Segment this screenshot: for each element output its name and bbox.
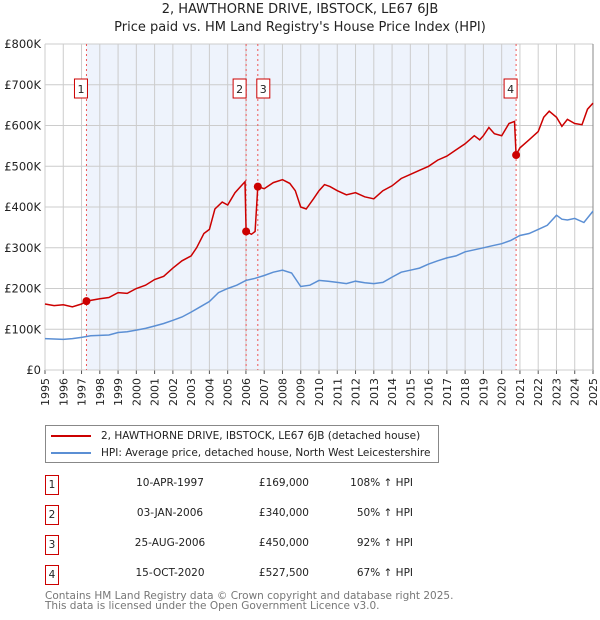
x-tick-label: 2022 [532, 378, 545, 406]
x-tick-label: 2021 [514, 378, 527, 406]
sale-label-box [73, 78, 88, 99]
y-tick-label: £800K [4, 37, 41, 51]
x-tick-label: 2000 [130, 378, 143, 406]
price-chart: 1995 1996 1997 1998 1999 2000 2001 2002 2003 2004… [4, 37, 600, 406]
x-tick-label: 2007 [258, 378, 271, 406]
chart-title: 2, HAWTHORNE DRIVE, IBSTOCK, LE67 6JB [161, 2, 439, 17]
sale-date: 15-OCT-2020 [135, 567, 205, 579]
x-tick-label: 2011 [331, 378, 344, 406]
legend-item-property: 2, HAWTHORNE DRIVE, IBSTOCK, LE67 6JB (d… [51, 428, 420, 444]
sale-hpi-diff: 92% ↑ HPI [356, 537, 413, 549]
x-tick-label: 1999 [112, 378, 125, 406]
sale-marker-box: 1 [45, 475, 59, 495]
sale-label-box [232, 78, 247, 99]
y-tick-label: £500K [4, 159, 41, 173]
x-tick-label: 2024 [569, 378, 582, 406]
x-tick-label: 2018 [459, 378, 472, 406]
x-tick-label: 2003 [185, 378, 198, 406]
x-tick-label: 1995 [39, 378, 52, 406]
y-tick-label: £700K [4, 78, 41, 92]
sale-price: £527,500 [258, 567, 309, 579]
x-tick-label: 2001 [149, 378, 162, 406]
sale-marker-box: 4 [45, 565, 59, 585]
sale-label-box [256, 78, 271, 99]
sale-label: 2 [236, 83, 243, 96]
x-tick-label: 2013 [368, 378, 381, 406]
x-tick-label: 2023 [550, 378, 563, 406]
sale-label-box [503, 78, 518, 99]
sale-marker-box: 3 [45, 535, 59, 555]
y-tick-label: £600K [4, 119, 41, 133]
x-tick-label: 2008 [276, 378, 289, 406]
y-tick-label: £100K [4, 322, 41, 336]
y-tick-label: £200K [4, 282, 41, 296]
x-tick-label: 2019 [477, 378, 490, 406]
x-tick-label: 2002 [167, 378, 180, 406]
x-tick-label: 1996 [57, 378, 70, 406]
y-tick-label: £400K [4, 200, 41, 214]
x-tick-label: 2010 [313, 378, 326, 406]
sale-point [242, 227, 251, 236]
y-tick-label: £300K [4, 241, 41, 255]
sale-hpi-diff: 108% ↑ HPI [350, 477, 413, 489]
sale-marker-box: 2 [45, 505, 59, 525]
sale-point [253, 182, 262, 191]
x-tick-label: 2020 [496, 378, 509, 406]
sale-date: 03-JAN-2006 [136, 507, 204, 519]
sale-price: £450,000 [258, 537, 309, 549]
x-tick-label: 1997 [76, 378, 89, 406]
x-tick-label: 2015 [404, 378, 417, 406]
y-tick-label: £0 [26, 363, 41, 377]
legend-label-hpi: HPI: Average price, detached house, Nort… [101, 447, 431, 459]
x-tick-label: 2006 [240, 378, 253, 406]
sale-hpi-diff: 67% ↑ HPI [356, 567, 413, 579]
x-tick-label: 2004 [203, 378, 216, 406]
table-row: 3 25-AUG-2006 £450,000 92% ↑ HPI [45, 535, 445, 555]
sale-label: 1 [77, 83, 84, 96]
sale-price: £169,000 [258, 477, 309, 489]
sale-label: 3 [260, 83, 267, 96]
footer: Contains HM Land Registry data © Crown c… [45, 590, 454, 612]
footer-copyright: Contains HM Land Registry data © Crown c… [45, 590, 454, 602]
x-tick-label: 1998 [94, 378, 107, 406]
sale-date: 25-AUG-2006 [134, 537, 206, 549]
x-tick-label: 2014 [386, 378, 399, 406]
sale-point [82, 297, 91, 306]
table-row: 4 15-OCT-2020 £527,500 67% ↑ HPI [45, 565, 445, 585]
x-tick-label: 2005 [222, 378, 235, 406]
chart-subtitle: Price paid vs. HM Land Registry's House … [114, 20, 486, 35]
hpi-line [44, 210, 594, 341]
property-price-line [44, 102, 594, 308]
legend-swatch-hpi [51, 452, 91, 454]
footer-licence: This data is licensed under the Open Gov… [45, 600, 380, 612]
legend-swatch-property [51, 435, 91, 437]
legend-label-property: 2, HAWTHORNE DRIVE, IBSTOCK, LE67 6JB (d… [101, 430, 421, 442]
table-row: 1 10-APR-1997 £169,000 108% ↑ HPI [45, 475, 445, 495]
x-tick-label: 2017 [441, 378, 454, 406]
sale-hpi-diff: 50% ↑ HPI [356, 507, 413, 519]
legend-item-hpi: HPI: Average price, detached house, Nort… [51, 445, 430, 461]
x-tick-label: 2016 [423, 378, 436, 406]
sale-label: 4 [507, 83, 514, 96]
sale-price: £340,000 [258, 507, 309, 519]
legend: 2, HAWTHORNE DRIVE, IBSTOCK, LE67 6JB (d… [45, 425, 439, 463]
x-tick-label: 2009 [295, 378, 308, 406]
sale-point [512, 151, 521, 160]
x-tick-label: 2025 [587, 378, 600, 406]
x-tick-label: 2012 [350, 378, 363, 406]
sale-date: 10-APR-1997 [136, 477, 204, 489]
table-row: 2 03-JAN-2006 £340,000 50% ↑ HPI [45, 505, 445, 525]
